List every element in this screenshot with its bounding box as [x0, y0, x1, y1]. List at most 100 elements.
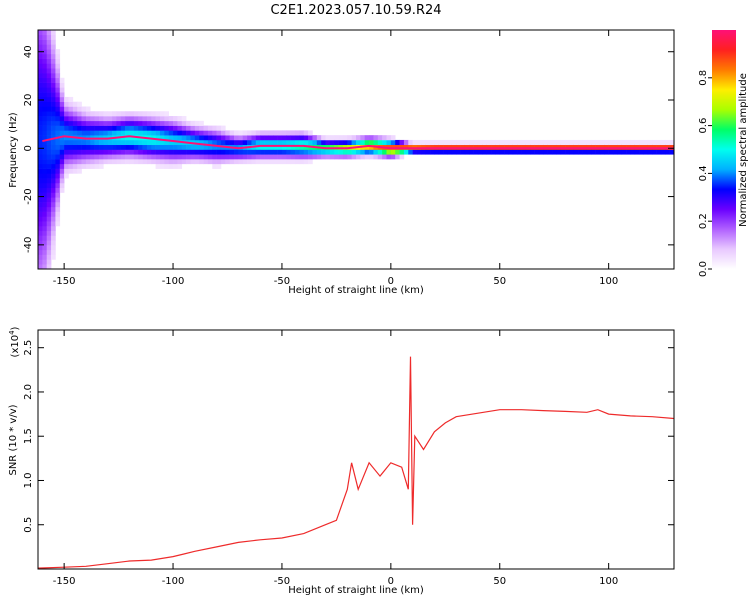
heatmap-cell: [443, 149, 448, 155]
heatmap-cell: [55, 101, 61, 107]
heatmap-cell: [665, 144, 670, 150]
heatmap-cell: [51, 235, 56, 241]
heatmap-cell: [447, 139, 453, 146]
heatmap-cell: [103, 111, 108, 117]
heatmap-cell: [159, 120, 165, 126]
heatmap-cell: [408, 144, 413, 150]
heatmap-cell: [586, 144, 592, 150]
heatmap-cell: [51, 53, 56, 59]
heatmap-cell: [42, 254, 48, 260]
heatmap-cell: [251, 154, 257, 160]
heatmap-cell: [77, 144, 82, 150]
heatmap-cell: [38, 149, 43, 155]
heatmap-cell: [229, 135, 235, 141]
heatmap-cell: [268, 159, 274, 165]
heatmap-cell: [38, 77, 43, 83]
heatmap-cell: [556, 139, 562, 146]
heatmap-cell: [247, 130, 252, 136]
heatmap-cell: [46, 235, 52, 241]
heatmap-cell: [42, 154, 48, 160]
heatmap-cell: [199, 139, 204, 146]
heatmap-cell: [38, 101, 43, 107]
heatmap-cell: [652, 149, 657, 155]
heatmap-cell: [652, 144, 657, 150]
heatmap-cell: [290, 149, 296, 155]
heatmap-cell: [164, 139, 169, 146]
heatmap-cell: [55, 125, 61, 131]
heatmap-cell: [338, 139, 344, 146]
heatmap-cell: [46, 245, 52, 251]
heatmap-cell: [46, 154, 52, 160]
heatmap-cell: [159, 125, 165, 131]
heatmap-cell: [321, 135, 326, 141]
heatmap-cell: [190, 154, 196, 160]
heatmap-cell: [59, 101, 65, 107]
heatmap-cell: [316, 149, 322, 155]
heatmap-cell: [225, 154, 230, 160]
heatmap-cell: [194, 135, 200, 141]
heatmap-cell: [107, 120, 113, 126]
heatmap-cell: [55, 116, 61, 122]
heatmap-cell: [325, 154, 331, 160]
heatmap-cell: [98, 116, 104, 122]
heatmap-cell: [146, 111, 152, 117]
snr-y-tick-label: 1.5: [23, 428, 34, 444]
heatmap-cell: [42, 82, 48, 88]
heatmap-cell: [634, 144, 640, 150]
colorbar-label: Normalized spectral amplitude: [738, 73, 749, 227]
heatmap-cell: [312, 135, 318, 141]
heatmap-cell: [255, 149, 261, 155]
heatmap-cell: [220, 139, 226, 146]
heatmap-cell: [38, 154, 43, 160]
spectrogram-x-tick-label: 50: [493, 276, 506, 287]
heatmap-cell: [229, 154, 235, 160]
heatmap-cell: [72, 144, 78, 150]
heatmap-cell: [133, 111, 139, 117]
heatmap-cell: [312, 149, 318, 155]
heatmap-cell: [51, 82, 56, 88]
heatmap-cell: [216, 135, 222, 141]
heatmap-cell: [59, 178, 65, 184]
heatmap-cell: [42, 144, 48, 150]
heatmap-cell: [94, 159, 100, 165]
heatmap-cell: [177, 154, 183, 160]
heatmap-cell: [277, 139, 283, 146]
heatmap-cell: [94, 139, 100, 146]
heatmap-cell: [72, 154, 78, 160]
heatmap-cell: [364, 135, 370, 141]
heatmap-cell: [504, 144, 509, 150]
heatmap-cell: [399, 149, 405, 155]
heatmap-cell: [504, 139, 509, 146]
heatmap-cell: [234, 135, 239, 141]
heatmap-cell: [521, 149, 527, 155]
heatmap-cell: [59, 144, 65, 150]
heatmap-cell: [42, 87, 48, 93]
heatmap-cell: [72, 125, 78, 131]
heatmap-cell: [626, 139, 631, 146]
heatmap-cell: [42, 178, 48, 184]
heatmap-cell: [46, 163, 52, 169]
heatmap-cell: [64, 159, 69, 165]
heatmap-cell: [613, 139, 618, 146]
heatmap-cell: [630, 144, 636, 150]
colorbar-tick-label: 0.0: [698, 261, 709, 277]
heatmap-cell: [64, 135, 69, 141]
heatmap-cell: [142, 116, 148, 122]
heatmap-cell: [77, 154, 82, 160]
heatmap-cell: [207, 154, 213, 160]
heatmap-cell: [155, 149, 161, 155]
heatmap-cell: [608, 149, 614, 155]
heatmap-cell: [42, 58, 48, 64]
spectrogram-x-tick-label: -50: [274, 276, 290, 287]
heatmap-cell: [94, 111, 100, 117]
heatmap-cell: [59, 92, 65, 98]
heatmap-cell: [155, 120, 161, 126]
heatmap-cell: [281, 149, 287, 155]
heatmap-cell: [120, 120, 126, 126]
heatmap-cell: [38, 202, 43, 208]
heatmap-cell: [59, 149, 65, 155]
heatmap-cell: [591, 149, 596, 155]
heatmap-cell: [164, 120, 169, 126]
heatmap-cell: [369, 154, 374, 160]
